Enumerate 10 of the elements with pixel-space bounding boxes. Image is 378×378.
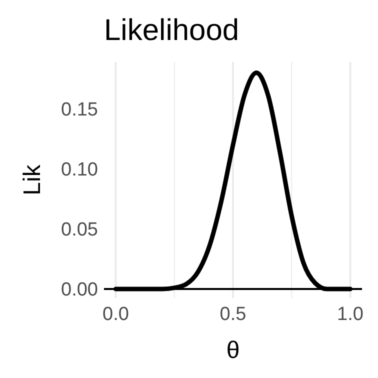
- y-tick-label: 0.15: [61, 99, 98, 120]
- x-tick-label: 0.0: [102, 304, 129, 325]
- y-tick-label: 0.10: [61, 160, 98, 181]
- y-axis-title: Lik: [19, 164, 46, 196]
- y-tick-label: 0.00: [61, 280, 98, 301]
- x-tick-label: 1.0: [337, 304, 364, 325]
- y-tick-label: 0.05: [61, 220, 98, 241]
- x-axis-title: θ: [226, 337, 240, 364]
- chart-title: Likelihood: [104, 14, 240, 47]
- x-tick-label: 0.5: [220, 304, 246, 325]
